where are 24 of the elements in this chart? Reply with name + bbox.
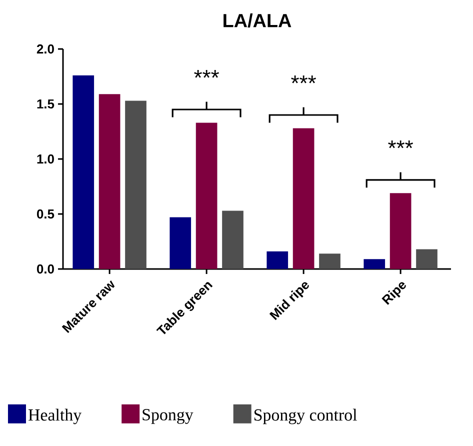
bar (292, 128, 314, 269)
y-tick-label: 2.0 (36, 44, 54, 54)
bar (170, 217, 192, 269)
legend-label: Spongy (142, 409, 194, 424)
bar (98, 94, 120, 269)
y-tick-label: 1.5 (37, 99, 54, 109)
chart-title: LA/ALA (224, 13, 292, 28)
bar (390, 193, 412, 269)
bar (72, 75, 94, 269)
legend-label: Spongy control (254, 408, 357, 424)
annotation: *** (291, 76, 316, 84)
y-tick-label: 1.0 (37, 154, 54, 164)
legend-label: Healthy (28, 408, 82, 424)
bar (125, 100, 146, 269)
bar (416, 249, 438, 269)
y-tick-label: 0.0 (36, 264, 54, 274)
bar (319, 254, 340, 269)
annotation: *** (194, 70, 220, 78)
annotation: *** (388, 140, 414, 148)
bar (196, 122, 218, 269)
bar (364, 259, 386, 269)
bar (266, 251, 288, 269)
y-tick-label: 0.5 (36, 209, 54, 219)
bar (222, 210, 244, 269)
